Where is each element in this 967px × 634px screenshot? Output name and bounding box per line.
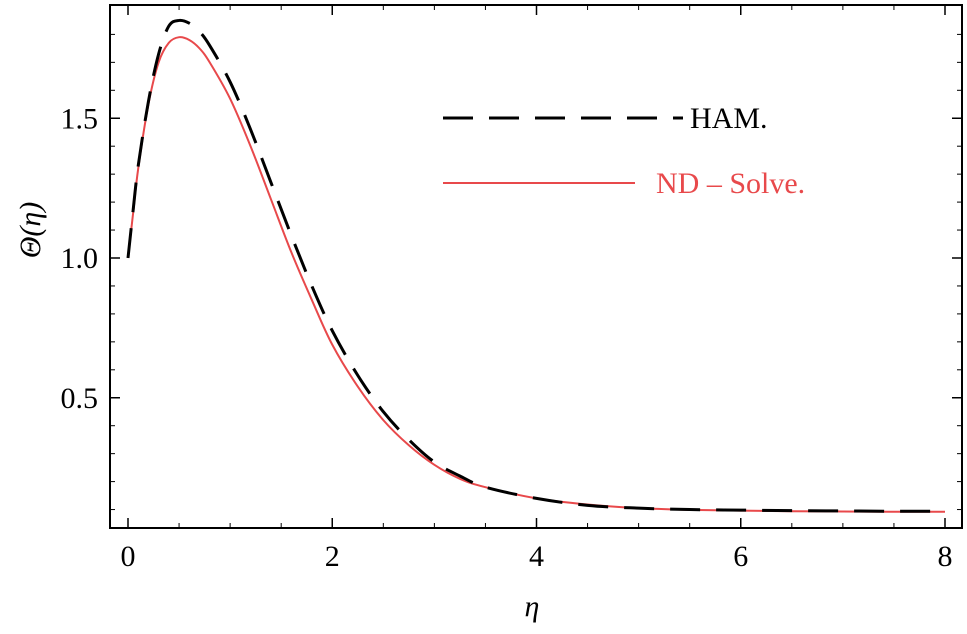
series-ham-line xyxy=(126,18,946,513)
y-axis-ticks: 0.5 1.0 1.5 xyxy=(61,33,962,511)
x-tick-label: 2 xyxy=(325,540,340,573)
x-tick-label: 6 xyxy=(733,540,748,573)
series-layer xyxy=(126,18,946,513)
x-tick-label: 0 xyxy=(121,540,136,573)
y-tick-label: 1.5 xyxy=(61,102,99,135)
y-tick-label: 0.5 xyxy=(61,382,99,415)
plot-border xyxy=(109,4,963,529)
y-tick-label: 1.0 xyxy=(61,242,99,275)
x-axis-title: η xyxy=(525,590,540,623)
x-tick-label: 8 xyxy=(938,540,953,573)
series-ndsolve-line xyxy=(127,36,946,513)
y-axis-title: Θ(η) xyxy=(14,202,47,259)
legend-ham-label: HAM. xyxy=(690,102,768,135)
legend-ndsolve-label: ND – Solve. xyxy=(656,167,805,200)
x-axis-ticks: 0 2 4 6 8 xyxy=(121,5,953,573)
legend: HAM. ND – Solve. xyxy=(443,102,805,200)
plot-frame xyxy=(109,4,963,529)
x-tick-label: 4 xyxy=(529,540,544,573)
